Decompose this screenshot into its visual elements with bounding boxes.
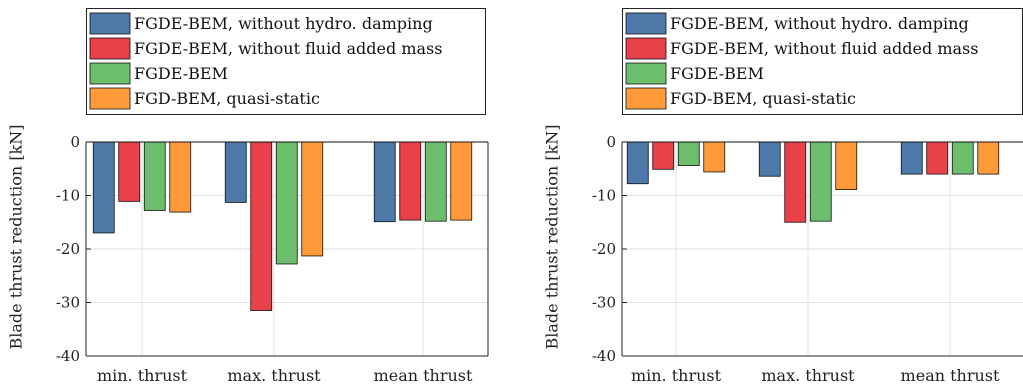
y-tick-label: -10: [56, 187, 80, 205]
bar: [951, 141, 974, 175]
legend-swatch: [89, 12, 131, 35]
bar: [809, 141, 832, 222]
bar: [424, 141, 447, 222]
bar: [169, 141, 192, 213]
y-tick-label: 0: [606, 133, 616, 151]
legend-swatch: [89, 87, 131, 110]
legend-entry: FGD-BEM, quasi-static: [670, 89, 856, 108]
bar: [143, 141, 166, 211]
bar: [250, 141, 273, 311]
bar: [224, 141, 247, 203]
bar: [900, 141, 923, 175]
legend-entry: FGDE-BEM, without fluid added mass: [134, 39, 442, 58]
bar: [118, 141, 141, 202]
x-tick-label: min. thrust: [631, 366, 722, 385]
bar: [677, 141, 700, 166]
y-axis-label: Blade thrust reduction [kN]: [543, 125, 562, 350]
bar: [926, 141, 949, 175]
chart-2: 0 -10 -20 -30 -40 min. thrust max. thrust mean …: [543, 8, 1023, 385]
legend-entry: FGDE-BEM, without hydro. damping: [134, 14, 433, 33]
bar: [784, 141, 807, 223]
legend-entry: FGDE-BEM, without fluid added mass: [670, 39, 978, 58]
x-tick-label: min. thrust: [97, 366, 188, 385]
y-tick-label: -20: [592, 240, 616, 258]
legend-swatch: [625, 87, 667, 110]
bar: [275, 141, 298, 265]
legend-box: [622, 8, 1023, 115]
bar: [758, 141, 781, 177]
bar: [977, 141, 1000, 175]
chart-1: 0 -10 -20 -30 -40 min. thrust max. thrust mean …: [7, 8, 489, 385]
legend-entry: FGDE-BEM: [134, 64, 228, 83]
legend-box: [86, 8, 486, 115]
bar: [703, 141, 726, 173]
y-tick-label: -30: [56, 294, 80, 312]
legend-swatch: [89, 37, 131, 60]
y-axis-label: Blade thrust reduction [kN]: [7, 125, 26, 350]
bar: [92, 141, 115, 234]
legend-swatch: [89, 62, 131, 85]
y-tick-label: -40: [592, 347, 616, 365]
x-tick-label: max. thrust: [227, 366, 321, 385]
bar: [835, 141, 858, 191]
legend-swatch: [625, 12, 667, 35]
legend-swatch: [625, 37, 667, 60]
x-tick-label: mean thrust: [901, 366, 1000, 385]
legend-entry: FGDE-BEM: [670, 64, 764, 83]
legend: FGDE-BEM, without hydro. damping FGDE-BEM…: [86, 8, 486, 115]
legend-entry: FGD-BEM, quasi-static: [134, 89, 320, 108]
y-tick-label: -30: [592, 294, 616, 312]
x-tick-label: mean thrust: [374, 366, 473, 385]
bar: [626, 141, 649, 185]
bar: [399, 141, 422, 221]
legend-swatch: [625, 62, 667, 85]
y-tick-label: -20: [56, 240, 80, 258]
legend: FGDE-BEM, without hydro. damping FGDE-BEM…: [622, 8, 1023, 115]
bar: [373, 141, 396, 223]
y-tick-label: -10: [592, 187, 616, 205]
y-tick-label: -40: [56, 347, 80, 365]
bar: [301, 141, 324, 257]
bar: [450, 141, 473, 221]
bar: [652, 141, 675, 170]
y-tick-label: 0: [70, 133, 80, 151]
legend-entry: FGDE-BEM, without hydro. damping: [670, 14, 969, 33]
x-tick-label: max. thrust: [761, 366, 855, 385]
